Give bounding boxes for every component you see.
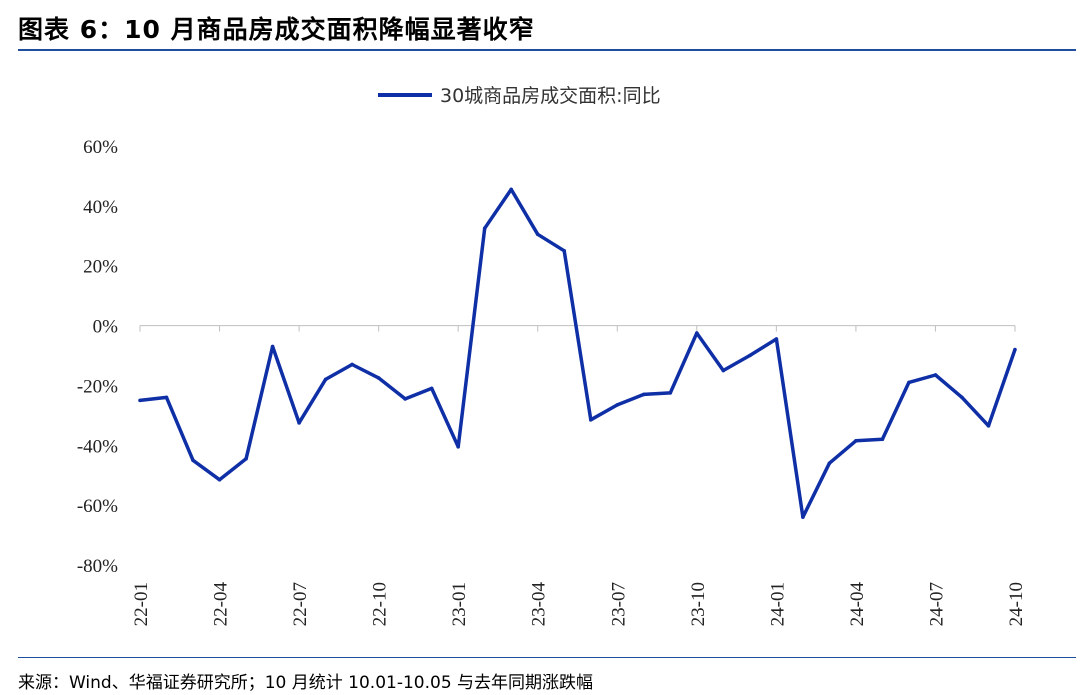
data-point (376, 376, 381, 380)
data-point (350, 362, 354, 367)
chart-legend: 30城商品房成交面积:同比 (378, 85, 661, 107)
data-point (695, 331, 699, 335)
data-point (164, 395, 169, 400)
data-point (217, 477, 222, 482)
data-point (456, 444, 460, 449)
y-tick-label: -80% (77, 556, 118, 577)
x-tick-label: 24-04 (847, 582, 868, 627)
data-point (668, 391, 673, 395)
x-tick-label: 24-10 (1006, 582, 1027, 626)
data-point (270, 344, 275, 349)
x-tick-label: 24-07 (926, 582, 947, 626)
data-point (748, 353, 752, 358)
x-axis: 22-01 22-04 22-07 22-10 23-01 23-04 23-07 23-10… (131, 325, 1027, 627)
legend-label: 30城商品房成交面积:同比 (440, 85, 661, 107)
x-tick-label: 23-10 (688, 582, 709, 626)
data-point (907, 380, 911, 385)
data-point (1013, 347, 1017, 352)
plot-area (138, 187, 1017, 519)
data-point (827, 461, 832, 466)
data-point (986, 424, 991, 428)
data-point (774, 337, 779, 341)
data-point (562, 248, 567, 253)
data-point (138, 398, 142, 403)
data-point (482, 226, 487, 231)
data-point (641, 392, 646, 397)
footer-divider (18, 657, 1076, 658)
x-tick-label: 22-01 (131, 582, 152, 626)
data-point (801, 515, 805, 519)
data-point (244, 456, 248, 461)
line-chart: 30城商品房成交面积:同比 60% 40% 20% 0% -20% -40% -60% -80… (77, 85, 1027, 627)
data-point (297, 421, 301, 425)
x-tick-label: 22-04 (211, 582, 232, 627)
data-point (588, 418, 593, 422)
x-tick-label: 23-04 (529, 582, 550, 627)
series-line (139, 187, 1017, 519)
source-note: 来源：Wind、华福证券研究所；10 月统计 10.01-10.05 与去年同期… (18, 673, 594, 693)
y-tick-label: 60% (83, 137, 118, 158)
x-tick-label: 24-01 (767, 582, 788, 626)
data-point (721, 368, 726, 373)
figure-title: 图表 6：10 月商品房成交面积降幅显著收窄 (18, 15, 535, 44)
x-tick-label: 23-07 (608, 582, 629, 626)
x-tick-label: 23-01 (449, 582, 470, 626)
data-point (323, 377, 328, 382)
data-point (403, 397, 407, 401)
data-point (880, 437, 885, 442)
data-point (191, 458, 195, 463)
y-axis: 60% 40% 20% 0% -20% -40% -60% -80% (77, 137, 118, 577)
data-point (854, 438, 858, 443)
y-tick-label: 0% (93, 317, 119, 338)
data-point (615, 403, 620, 407)
data-point (960, 395, 964, 400)
data-point (429, 386, 434, 391)
y-tick-label: 40% (83, 197, 118, 218)
x-tick-label: 22-07 (290, 582, 311, 626)
data-point (933, 373, 938, 377)
y-tick-label: -60% (77, 496, 118, 517)
y-tick-label: 20% (83, 257, 118, 278)
title-divider (18, 49, 1076, 51)
y-tick-label: -20% (77, 376, 118, 397)
data-point (535, 232, 540, 237)
data-point (509, 187, 514, 192)
y-tick-label: -40% (77, 436, 118, 457)
x-tick-label: 22-10 (370, 582, 391, 626)
